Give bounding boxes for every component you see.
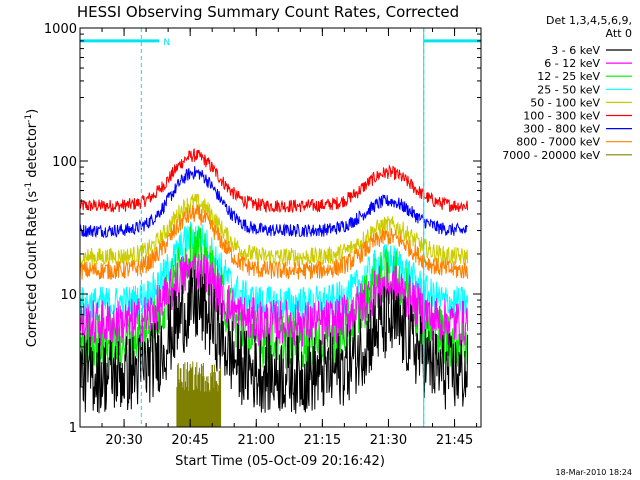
flag-label-0: N bbox=[163, 38, 170, 48]
x-axis-label: Start Time (05-Oct-09 20:16:42) bbox=[175, 454, 385, 469]
plot-frame bbox=[79, 27, 482, 428]
legend-label-2: 12 - 25 keV bbox=[537, 70, 600, 83]
series-line-6 bbox=[79, 253, 469, 348]
legend-header-line2: Att 0 bbox=[606, 27, 632, 40]
legend-label-8: 7000 - 20000 keV bbox=[502, 149, 600, 162]
legend-label-7: 800 - 7000 keV bbox=[516, 136, 600, 149]
x-tick-label-4: 21:30 bbox=[370, 433, 407, 448]
x-tick-label-5: 21:45 bbox=[436, 433, 473, 448]
legend-label-4: 50 - 100 keV bbox=[530, 96, 600, 109]
x-tick-label-1: 20:45 bbox=[171, 433, 208, 448]
y-tick-label-2: 100 bbox=[52, 155, 77, 170]
y-tick-label-3: 1000 bbox=[44, 22, 77, 37]
series-line-3 bbox=[79, 204, 469, 281]
y-label-sup1: -1 bbox=[24, 182, 34, 191]
series-line-2 bbox=[79, 193, 469, 268]
legend-label-1: 6 - 12 keV bbox=[544, 57, 600, 70]
x-axis-ticks: 20:30 20:45 21:00 21:15 21:30 21:45 bbox=[101, 28, 478, 448]
x-tick-label-2: 21:00 bbox=[238, 433, 275, 448]
legend-label-5: 100 - 300 keV bbox=[523, 110, 600, 123]
y-label-sup2: -1 bbox=[24, 114, 34, 123]
y-label-end: ) bbox=[25, 109, 40, 114]
overlay-layer: N bbox=[80, 28, 481, 427]
legend-header-line1: Det 1,3,4,5,6,9, bbox=[546, 14, 632, 27]
y-axis-label: Corrected Count Rate (s-1 detector-1) bbox=[24, 109, 40, 347]
data-layer bbox=[79, 148, 469, 427]
y-tick-label-1: 10 bbox=[60, 288, 77, 303]
y-label-mid: detector bbox=[25, 122, 40, 182]
chart-title: HESSI Observing Summary Count Rates, Cor… bbox=[77, 3, 459, 21]
legend-label-3: 25 - 50 keV bbox=[537, 83, 600, 96]
high-energy-burst bbox=[176, 361, 222, 427]
y-tick-label-0: 1 bbox=[69, 421, 77, 436]
legend-label-6: 300 - 800 keV bbox=[523, 123, 600, 136]
x-tick-label-0: 20:30 bbox=[105, 433, 142, 448]
y-axis-ticks: 1 10 100 1000 bbox=[44, 22, 481, 436]
legend-label-0: 3 - 6 keV bbox=[551, 44, 600, 57]
x-tick-label-3: 21:15 bbox=[304, 433, 341, 448]
series-line-0 bbox=[79, 148, 469, 214]
y-label-base: Corrected Count Rate (s bbox=[25, 191, 40, 348]
series-line-7 bbox=[79, 267, 469, 414]
timestamp: 18-Mar-2010 18:24 bbox=[556, 468, 633, 477]
series-line-1 bbox=[79, 166, 468, 239]
